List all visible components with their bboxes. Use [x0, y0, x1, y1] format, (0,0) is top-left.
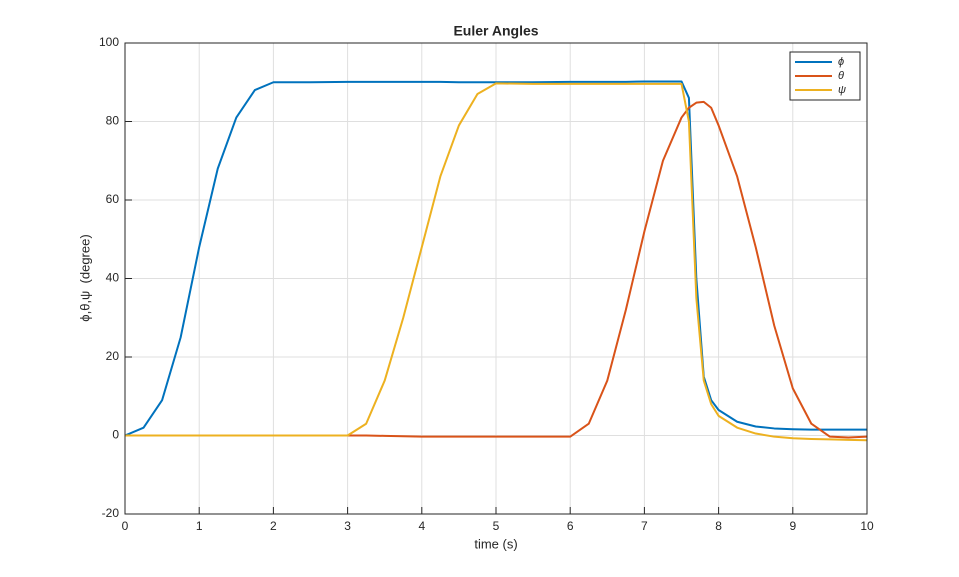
- series-line: [125, 82, 868, 442]
- y-axis-label: ϕ,θ,ψ (degree): [77, 234, 92, 321]
- y-tick-label: 80: [106, 114, 120, 128]
- x-axis-label: time (s): [474, 536, 517, 551]
- y-tick-label: -20: [102, 506, 120, 520]
- y-tick-label: 100: [99, 35, 119, 49]
- y-tick-label: 40: [106, 271, 120, 285]
- axes-box: [124, 42, 868, 515]
- x-tick-label: 2: [270, 519, 277, 533]
- x-tick-label: 10: [860, 519, 874, 533]
- x-tick-label: 7: [641, 519, 648, 533]
- legend-label: θ: [838, 70, 844, 82]
- x-tick-label: 3: [344, 519, 351, 533]
- x-tick-label: 0: [122, 519, 129, 533]
- series-line: [124, 80, 867, 437]
- x-tick-label: 8: [715, 519, 722, 533]
- y-tick-label: 0: [112, 428, 119, 442]
- x-tick-label: 1: [196, 519, 203, 533]
- x-tick-label: 6: [567, 519, 574, 533]
- legend-label: ψ: [838, 84, 846, 96]
- x-tick-label: 9: [789, 519, 796, 533]
- y-tick-label: 60: [106, 192, 120, 206]
- x-tick-label: 5: [493, 519, 500, 533]
- x-tick-label: 4: [418, 519, 425, 533]
- y-tick-label: 20: [106, 349, 120, 363]
- legend-label: ϕ: [838, 56, 844, 68]
- chart-title: Euler Angles: [453, 23, 538, 39]
